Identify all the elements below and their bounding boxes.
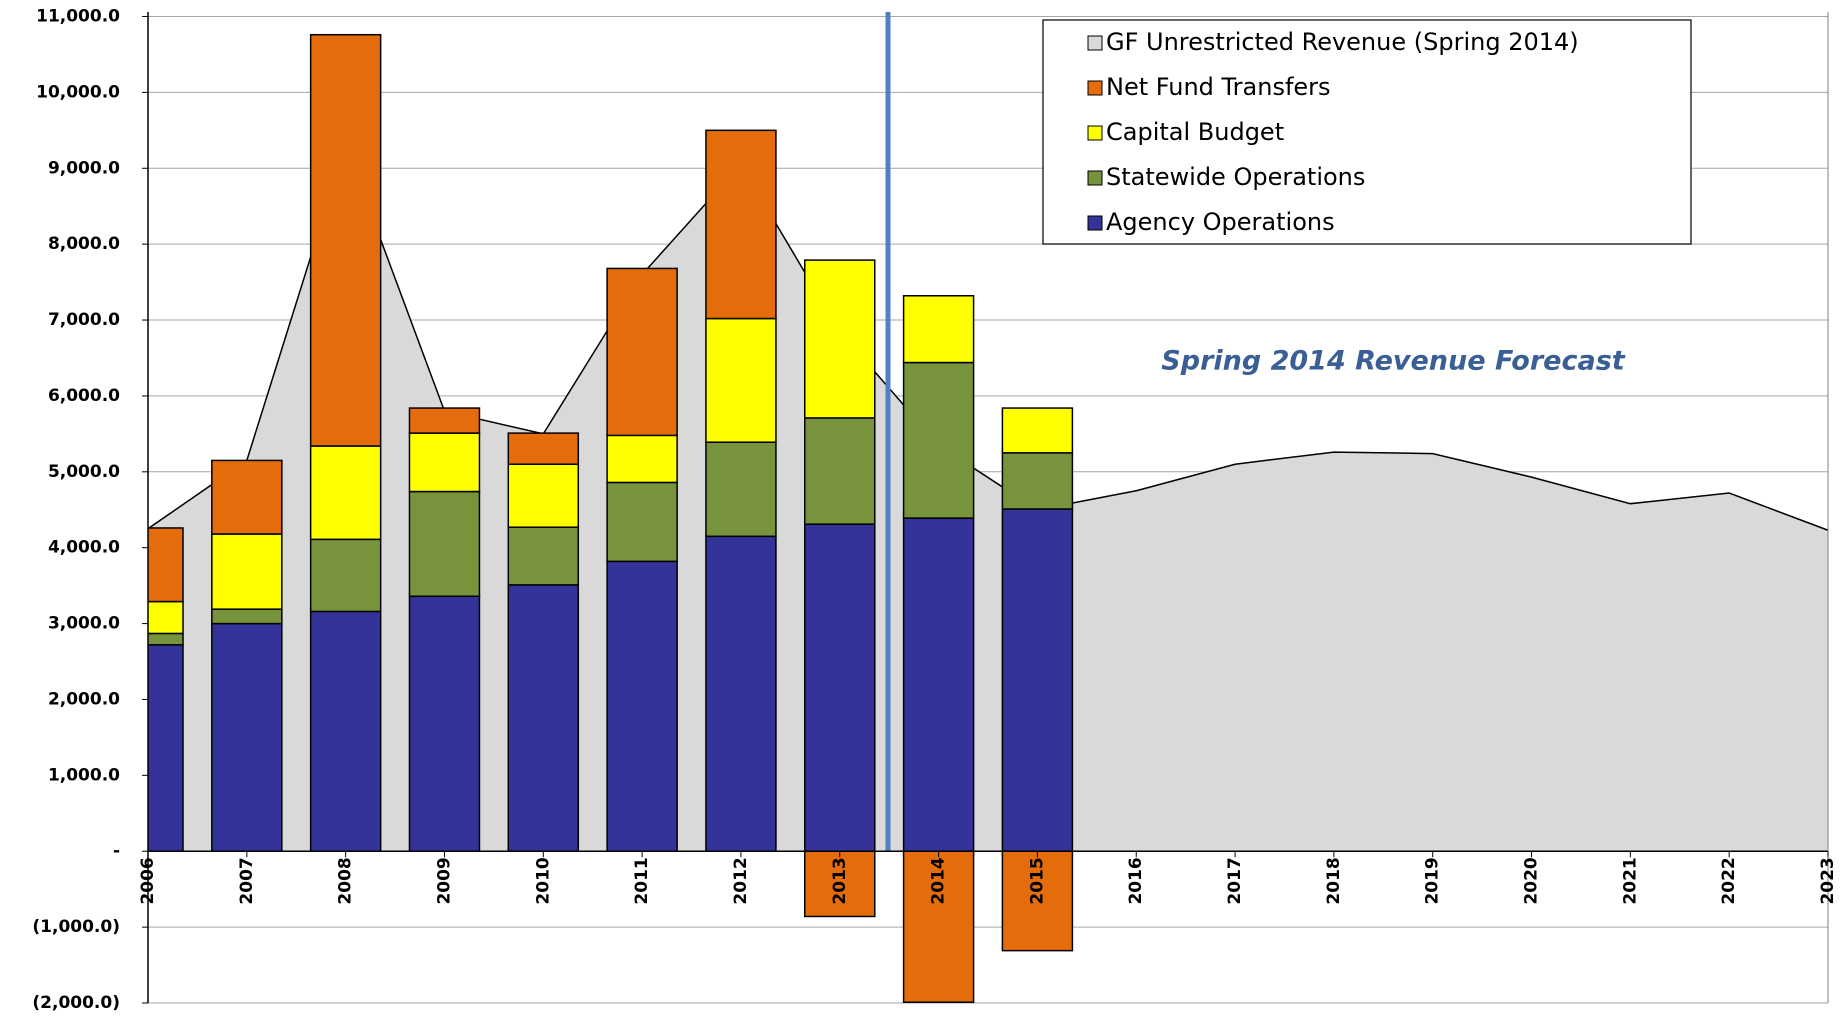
legend-swatch — [1087, 80, 1103, 96]
bar — [309, 445, 382, 541]
x-tick-label: 2014 — [929, 857, 949, 904]
bar — [902, 850, 975, 1003]
legend-label: Agency Operations — [1106, 208, 1335, 236]
x-tick-label: 2020 — [1522, 857, 1542, 904]
y-tick-label: 9,000.0 — [48, 158, 120, 178]
bar — [804, 259, 876, 419]
legend-label: Net Fund Transfers — [1106, 73, 1331, 101]
y-tick-label: (2,000.0) — [32, 993, 120, 1013]
bar — [902, 517, 975, 852]
y-tick-label: 3,000.0 — [48, 614, 120, 634]
bar — [507, 432, 580, 465]
x-tick-label: 2019 — [1423, 857, 1443, 904]
x-tick-label: 2012 — [731, 857, 751, 904]
bar — [148, 644, 184, 852]
bar — [902, 295, 975, 364]
legend-swatch — [1087, 125, 1103, 141]
y-tick-label: 5,000.0 — [48, 462, 120, 482]
y-tick-label: 4,000.0 — [48, 538, 120, 558]
bar — [507, 584, 580, 852]
legend-box — [1042, 19, 1692, 245]
legend-label: Capital Budget — [1106, 118, 1284, 146]
bar — [211, 608, 283, 625]
x-tick-label: 2021 — [1620, 857, 1640, 904]
bar — [606, 560, 678, 852]
annotation: Spring 2014 Revenue Forecast — [1161, 346, 1625, 377]
x-tick-label: 2009 — [434, 857, 454, 904]
bar — [309, 610, 382, 852]
y-tick-label: 10,000.0 — [36, 82, 120, 102]
bar — [408, 432, 481, 493]
y-tick-label: (1,000.0) — [32, 917, 120, 937]
legend-swatch — [1087, 170, 1103, 186]
x-tick-label: 2008 — [336, 857, 356, 904]
y-tick-label: 2,000.0 — [48, 689, 120, 709]
bar — [148, 600, 184, 635]
x-tick-label: 2013 — [830, 857, 850, 904]
y-tick-label: - — [113, 841, 120, 861]
x-tick-label: 2016 — [1126, 857, 1146, 904]
bar — [804, 417, 876, 525]
legend-swatch — [1087, 215, 1103, 231]
bar — [705, 317, 777, 443]
plot-area — [148, 33, 1828, 1003]
bar — [1001, 850, 1074, 952]
bar — [211, 622, 283, 852]
x-tick-label: 2018 — [1324, 857, 1344, 904]
bar — [1001, 452, 1074, 510]
legend-label: Statewide Operations — [1106, 163, 1365, 191]
y-tick-label: 6,000.0 — [48, 386, 120, 406]
y-tick-label: 7,000.0 — [48, 310, 120, 330]
bar — [507, 526, 580, 586]
x-tick-label: 2015 — [1027, 857, 1047, 904]
bar — [1001, 407, 1074, 454]
axes: (2,000.0) (1,000.0) - 1,000.0 2,000.0 3,000.0… — [32, 7, 1838, 1014]
y-tick-label: 8,000.0 — [48, 234, 120, 254]
bar — [211, 459, 283, 535]
bar — [507, 463, 580, 528]
x-tick-label: 2011 — [632, 857, 652, 904]
legend-swatch — [1087, 35, 1103, 51]
y-tick-label: 1,000.0 — [48, 765, 120, 785]
x-tick-label: 2017 — [1225, 857, 1245, 904]
bar — [606, 481, 678, 563]
bar — [1001, 508, 1074, 852]
legend-label: GF Unrestricted Revenue (Spring 2014) — [1106, 28, 1579, 56]
bar — [309, 33, 382, 447]
bar — [606, 267, 678, 437]
legend: GF Unrestricted Revenue (Spring 2014) Net… — [1087, 28, 1579, 236]
area — [148, 145, 1828, 852]
bar — [408, 595, 481, 852]
x-tick-label: 2010 — [533, 857, 553, 904]
bar — [211, 533, 283, 610]
bar — [408, 490, 481, 598]
bar — [408, 407, 481, 434]
bar — [705, 535, 777, 852]
bar — [705, 441, 777, 538]
area-line — [148, 143, 1828, 531]
x-tick-label: 2007 — [237, 857, 257, 904]
bar — [148, 632, 184, 646]
bar — [309, 538, 382, 613]
bar — [902, 361, 975, 519]
bar — [705, 129, 777, 320]
bar — [148, 527, 184, 603]
x-tick-label: 2006 — [138, 857, 158, 904]
x-tick-label: 2022 — [1719, 857, 1739, 904]
x-tick-label: 2023 — [1818, 857, 1838, 904]
y-tick-label: 11,000.0 — [36, 7, 120, 27]
bar — [804, 523, 876, 852]
bar — [606, 434, 678, 484]
